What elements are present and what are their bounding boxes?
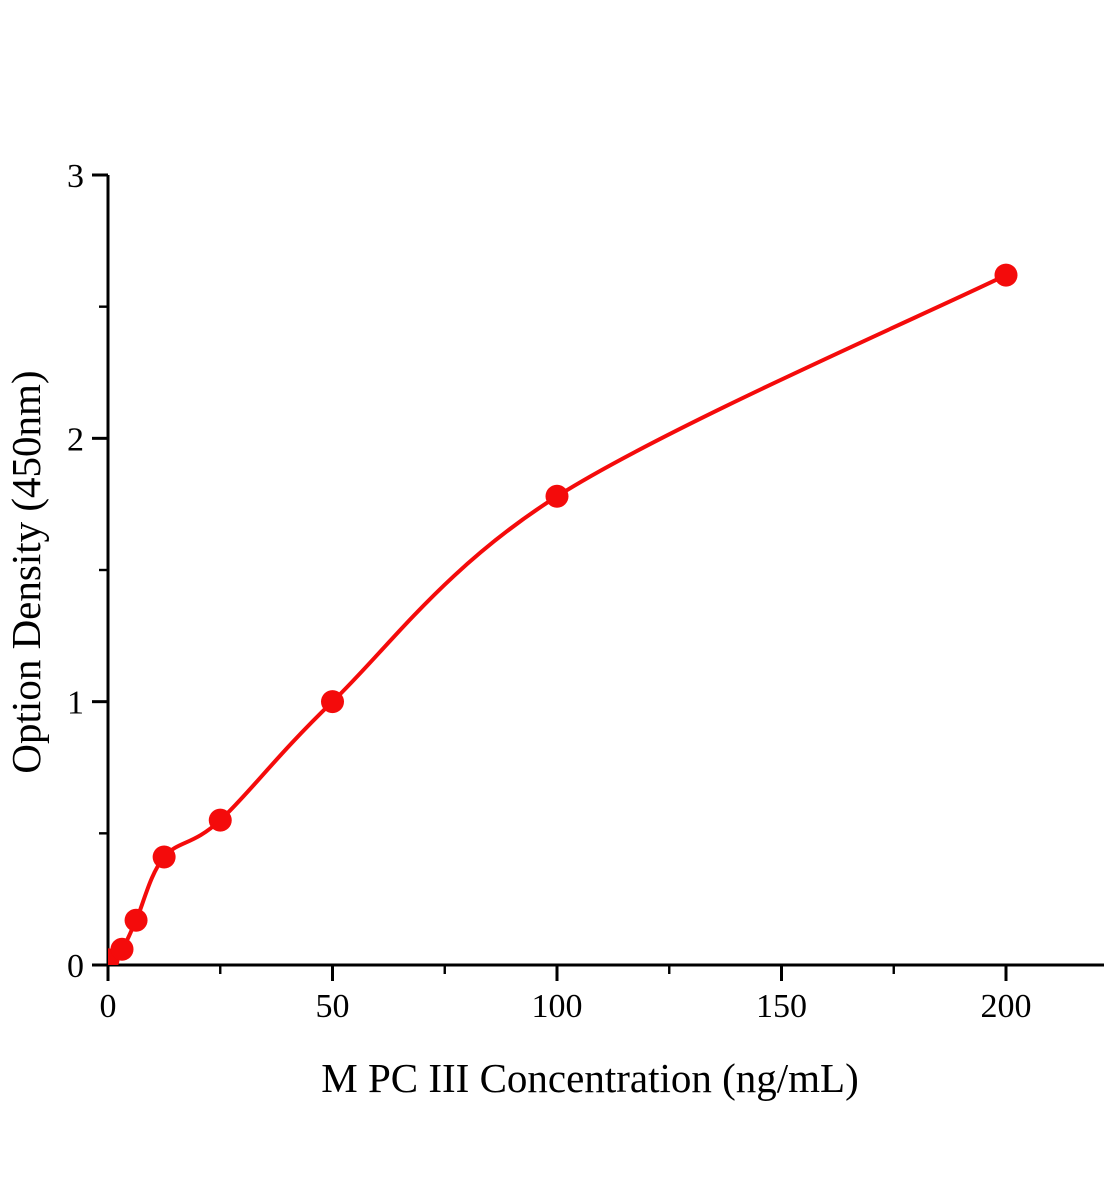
y-tick-label: 3 bbox=[67, 158, 84, 195]
y-tick-label: 2 bbox=[67, 421, 84, 458]
y-axis-title: Option Density (450nm) bbox=[3, 370, 49, 773]
y-tick-label: 1 bbox=[67, 685, 84, 722]
x-tick-label: 150 bbox=[756, 988, 807, 1025]
data-point bbox=[152, 845, 176, 869]
x-tick-label: 100 bbox=[532, 988, 583, 1025]
x-tick-label: 200 bbox=[981, 988, 1032, 1025]
data-point bbox=[110, 937, 134, 961]
x-tick-label: 0 bbox=[100, 988, 117, 1025]
data-point bbox=[994, 263, 1018, 287]
x-tick-label: 50 bbox=[316, 988, 350, 1025]
series-layer bbox=[108, 263, 1018, 965]
data-point bbox=[208, 808, 232, 832]
x-axis-title: M PC III Concentration (ng/mL) bbox=[321, 1055, 858, 1101]
data-point bbox=[124, 908, 148, 932]
data-point bbox=[321, 690, 344, 714]
fit-curve bbox=[108, 273, 1008, 962]
axes-layer: 0 50 100 150 200 0 1 2 3 bbox=[67, 158, 1104, 1025]
data-point bbox=[545, 484, 569, 508]
y-tick-label: 0 bbox=[67, 948, 84, 985]
